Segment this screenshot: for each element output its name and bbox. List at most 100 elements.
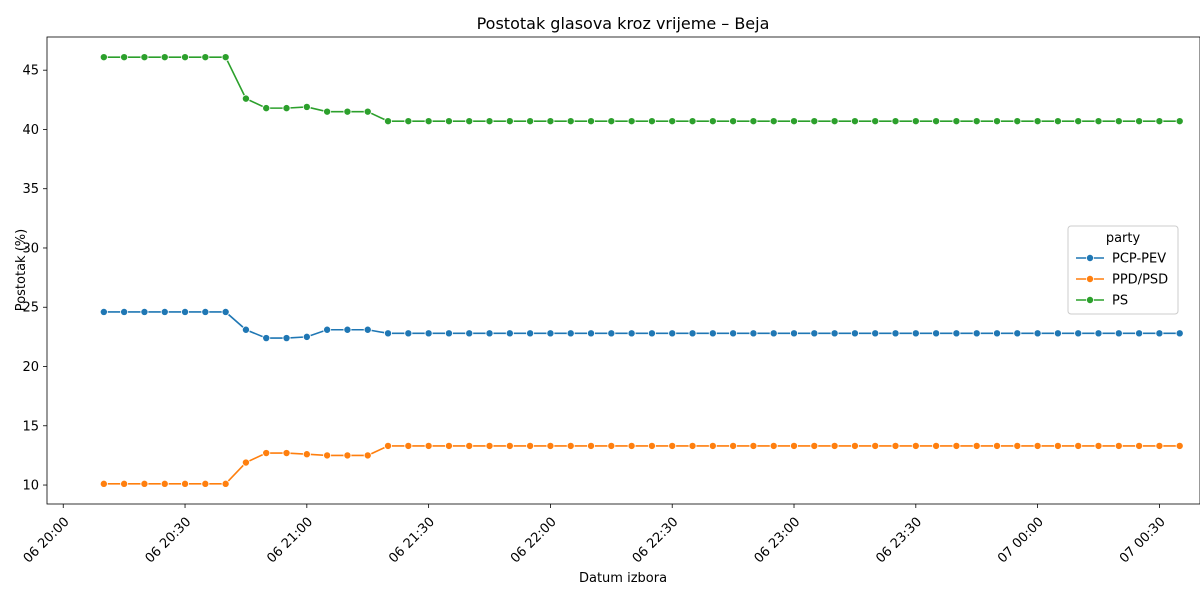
- data-point: [830, 329, 839, 338]
- y-tick-label: 30: [22, 241, 39, 256]
- data-point: [120, 53, 129, 62]
- x-tick-label: 06 21:30: [386, 515, 438, 567]
- data-point: [282, 334, 291, 343]
- data-point: [363, 107, 372, 116]
- data-point: [1013, 441, 1022, 450]
- data-point: [952, 117, 961, 126]
- data-point: [729, 329, 738, 338]
- data-point: [850, 117, 859, 126]
- data-point: [99, 53, 108, 62]
- data-point: [708, 329, 717, 338]
- legend-marker: [1086, 253, 1095, 262]
- data-point: [302, 332, 311, 341]
- data-point: [627, 329, 636, 338]
- data-point: [607, 441, 616, 450]
- data-point: [424, 441, 433, 450]
- data-point: [972, 117, 981, 126]
- data-point: [1074, 117, 1083, 126]
- data-point: [201, 479, 210, 488]
- data-point: [262, 449, 271, 458]
- data-point: [1135, 117, 1144, 126]
- data-point: [1175, 441, 1184, 450]
- data-point: [424, 117, 433, 126]
- data-point: [850, 441, 859, 450]
- data-point: [201, 53, 210, 62]
- data-point: [1053, 329, 1062, 338]
- data-point: [404, 117, 413, 126]
- data-point: [891, 117, 900, 126]
- data-point: [241, 325, 250, 334]
- data-point: [343, 107, 352, 116]
- data-point: [769, 117, 778, 126]
- data-point: [668, 329, 677, 338]
- data-point: [160, 53, 169, 62]
- data-point: [140, 479, 149, 488]
- data-point: [749, 329, 758, 338]
- data-point: [993, 117, 1002, 126]
- data-point: [444, 329, 453, 338]
- data-point: [729, 117, 738, 126]
- legend-marker: [1086, 295, 1095, 304]
- data-point: [1074, 329, 1083, 338]
- data-point: [1053, 117, 1062, 126]
- chart-title: Postotak glasova kroz vrijeme – Beja: [477, 14, 770, 33]
- data-point: [972, 329, 981, 338]
- data-point: [221, 479, 230, 488]
- data-point: [262, 104, 271, 113]
- series-ps: [99, 53, 1184, 126]
- data-point: [607, 117, 616, 126]
- data-point: [1114, 329, 1123, 338]
- x-tick-label: 06 23:00: [752, 515, 804, 567]
- data-point: [1155, 329, 1164, 338]
- data-point: [668, 117, 677, 126]
- legend-title: party: [1106, 231, 1141, 246]
- data-point: [932, 441, 941, 450]
- data-point: [526, 441, 535, 450]
- data-point: [1033, 117, 1042, 126]
- data-point: [729, 441, 738, 450]
- data-point: [505, 441, 514, 450]
- data-point: [1013, 117, 1022, 126]
- data-point: [384, 441, 393, 450]
- data-point: [99, 307, 108, 316]
- data-point: [830, 117, 839, 126]
- data-point: [749, 117, 758, 126]
- data-point: [465, 441, 474, 450]
- data-point: [688, 329, 697, 338]
- data-point: [566, 329, 575, 338]
- y-tick-label: 45: [22, 64, 39, 79]
- y-tick-label: 25: [22, 301, 39, 316]
- data-point: [282, 449, 291, 458]
- series-group: [99, 53, 1184, 488]
- data-point: [993, 329, 1002, 338]
- data-point: [323, 325, 332, 334]
- data-point: [221, 53, 230, 62]
- data-point: [343, 325, 352, 334]
- data-point: [587, 329, 596, 338]
- data-point: [972, 441, 981, 450]
- data-point: [1114, 117, 1123, 126]
- data-point: [160, 479, 169, 488]
- data-point: [810, 117, 819, 126]
- legend-label: PCP-PEV: [1112, 252, 1166, 267]
- data-point: [424, 329, 433, 338]
- data-point: [790, 441, 799, 450]
- y-tick-label: 10: [22, 479, 39, 494]
- data-point: [871, 441, 880, 450]
- data-point: [181, 479, 190, 488]
- data-point: [830, 441, 839, 450]
- data-point: [1155, 117, 1164, 126]
- data-point: [262, 334, 271, 343]
- data-point: [526, 329, 535, 338]
- data-point: [465, 117, 474, 126]
- data-point: [546, 117, 555, 126]
- data-point: [160, 307, 169, 316]
- data-point: [1033, 441, 1042, 450]
- data-point: [1094, 329, 1103, 338]
- data-point: [485, 117, 494, 126]
- data-point: [1033, 329, 1042, 338]
- data-point: [891, 329, 900, 338]
- data-point: [708, 117, 717, 126]
- data-point: [810, 441, 819, 450]
